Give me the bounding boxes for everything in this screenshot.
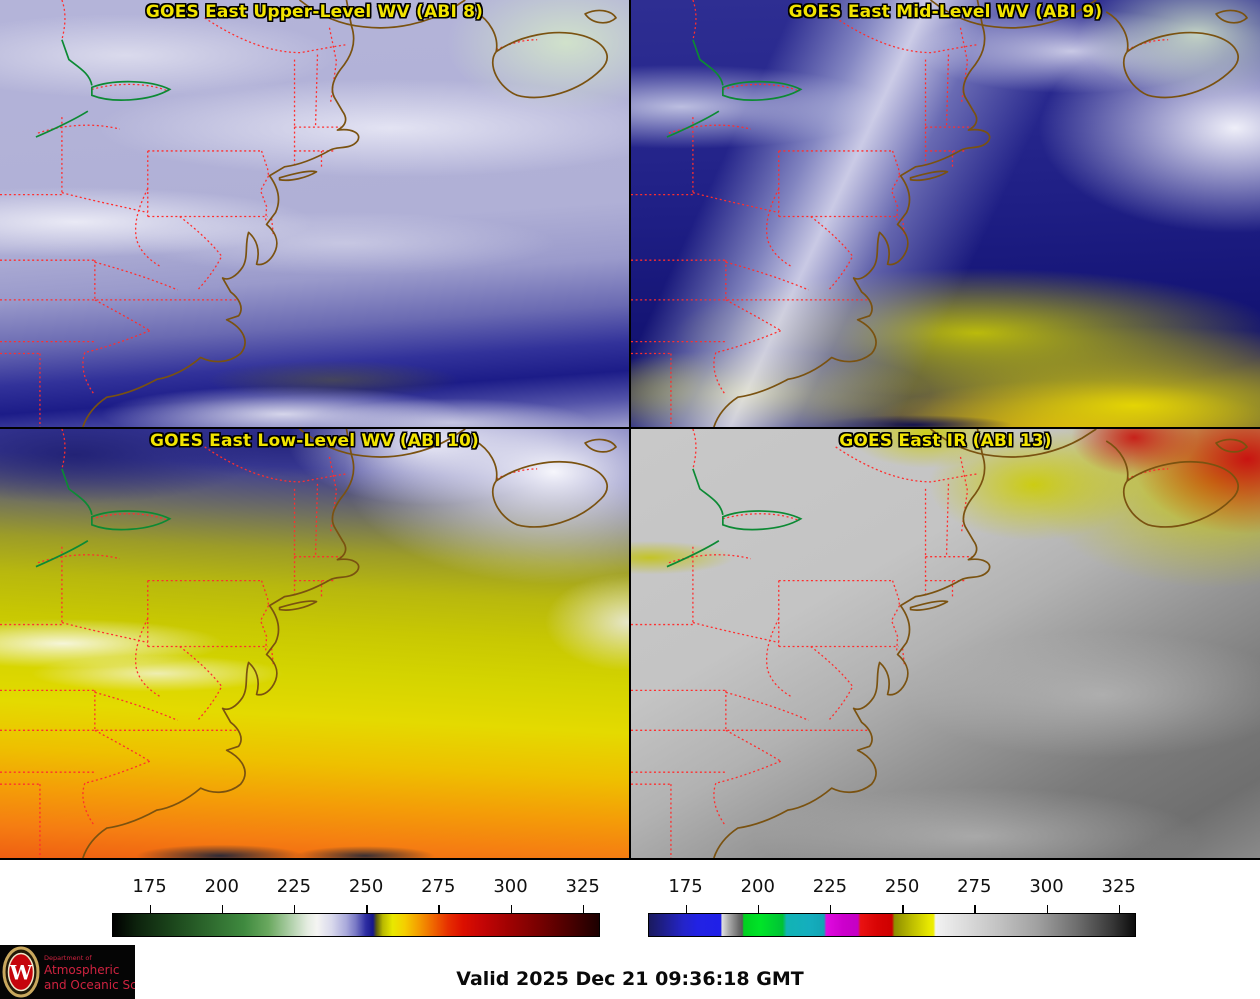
colorbar-tick-label: 325 — [565, 876, 600, 897]
aos-logo: W Department of Atmospheric and Oceanic … — [0, 945, 135, 999]
panel-title-mid-wv: GOES East Mid-Level WV (ABI 9) — [788, 2, 1103, 22]
colorbar-tick — [221, 905, 224, 913]
satellite-quad-grid: GOES East Upper-Level WV (ABI 8) GOES Ea… — [0, 0, 1260, 860]
colorbar-tick-label: 250 — [884, 876, 920, 897]
valid-timestamp: Valid 2025 Dec 21 09:36:18 GMT — [456, 968, 804, 990]
wv-colorbar: 175 200 225 250 275 300 325 — [112, 860, 600, 960]
colorbar-tick — [149, 905, 152, 913]
logo-line2-text: and Oceanic Sciences — [44, 978, 135, 992]
colorbar-tick-label: 300 — [1029, 876, 1064, 897]
ir-colorbar: 175 200 225 250 275 300 325 — [648, 860, 1136, 960]
colorbar-tick — [438, 905, 440, 913]
wv-colorbar-gradient — [112, 913, 600, 937]
colorbar-tick-label: 175 — [668, 876, 703, 897]
colorbar-tick — [974, 905, 976, 913]
footer: 175 200 225 250 275 300 325 175 200 225 250 275 300… — [0, 860, 1260, 999]
panel-title-ir: GOES East IR (ABI 13) — [839, 431, 1052, 451]
colorbar-tick — [829, 905, 832, 913]
colorbar-tick-label: 275 — [957, 876, 992, 897]
colorbar-tick — [582, 905, 585, 913]
panel-mid-level-wv: GOES East Mid-Level WV (ABI 9) — [631, 0, 1260, 427]
panel-low-level-wv: GOES East Low-Level WV (ABI 10) — [0, 429, 629, 858]
colorbar-tick — [1046, 905, 1048, 913]
panel-title-upper-wv: GOES East Upper-Level WV (ABI 8) — [145, 2, 484, 22]
colorbar-tick — [902, 905, 904, 913]
colorbar-tick-label: 200 — [204, 876, 239, 897]
crest-letter: W — [9, 961, 33, 985]
ir-colorbar-gradient — [648, 913, 1136, 937]
map-overlay — [631, 0, 1248, 427]
colorbar-tick-label: 275 — [421, 876, 456, 897]
map-overlay — [0, 0, 617, 427]
colorbar-tick-label: 200 — [740, 876, 775, 897]
colorbar-tick — [293, 905, 296, 913]
colorbar-tick — [366, 905, 368, 913]
colorbar-tick — [685, 905, 688, 913]
map-overlay — [0, 429, 617, 858]
colorbar-tick — [510, 905, 512, 913]
panel-title-low-wv: GOES East Low-Level WV (ABI 10) — [149, 431, 479, 451]
panel-ir: GOES East IR (ABI 13) — [631, 429, 1260, 858]
colorbar-tick — [757, 905, 760, 913]
logo-line1-text: Atmospheric — [44, 963, 119, 977]
panel-upper-level-wv: GOES East Upper-Level WV (ABI 8) — [0, 0, 629, 427]
colorbar-tick-label: 175 — [132, 876, 167, 897]
colorbar-tick — [1118, 905, 1121, 913]
colorbar-tick-label: 250 — [348, 876, 384, 897]
colorbar-tick-label: 225 — [812, 876, 848, 897]
colorbar-tick-label: 325 — [1101, 876, 1136, 897]
map-overlay — [631, 429, 1248, 858]
colorbar-tick-label: 300 — [493, 876, 528, 897]
uw-crest-icon: W — [2, 946, 40, 998]
logo-dept-text: Department of — [44, 954, 92, 962]
colorbar-tick-label: 225 — [276, 876, 312, 897]
